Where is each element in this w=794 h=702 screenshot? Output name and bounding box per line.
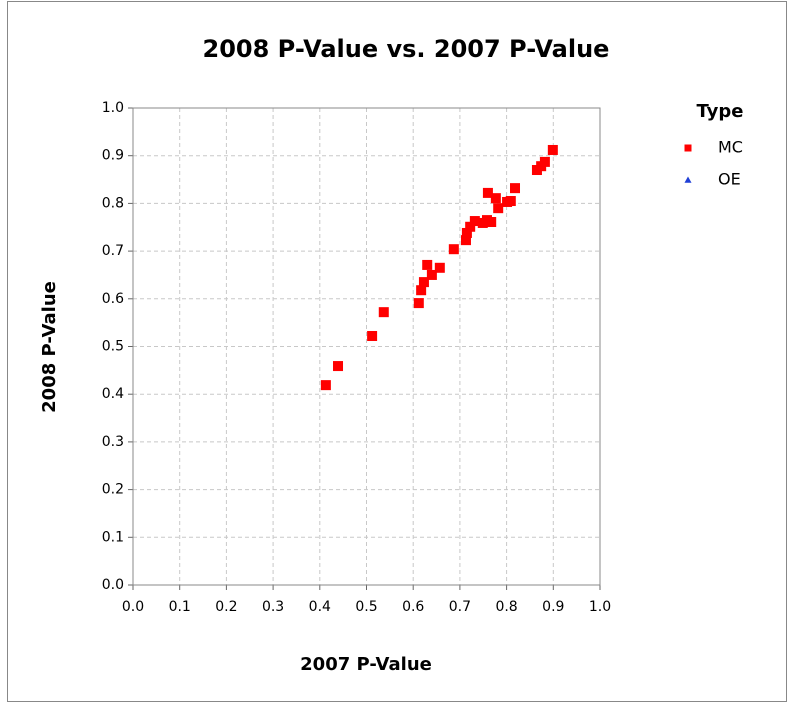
point xyxy=(460,235,471,246)
point xyxy=(367,331,378,342)
x-tick-label: 0.7 xyxy=(449,599,471,615)
legend-marker xyxy=(684,176,692,183)
point xyxy=(469,216,480,227)
point xyxy=(539,156,550,167)
y-tick-label: 0.0 xyxy=(102,577,124,593)
point xyxy=(493,203,504,214)
x-tick-label: 0.2 xyxy=(215,599,237,615)
y-tick-label: 0.5 xyxy=(102,339,124,355)
x-tick-label: 0.3 xyxy=(262,599,284,615)
legend-label: MC xyxy=(718,138,743,157)
point xyxy=(505,196,516,207)
x-tick-label: 0.1 xyxy=(169,599,191,615)
point xyxy=(482,187,493,198)
point xyxy=(320,380,331,391)
x-tick-label: 0.0 xyxy=(122,599,144,615)
y-tick-label: 0.4 xyxy=(102,386,124,402)
point xyxy=(461,227,472,238)
y-tick-label: 0.6 xyxy=(102,291,124,307)
y-tick-label: 0.3 xyxy=(102,434,124,450)
x-tick-label: 0.5 xyxy=(355,599,377,615)
y-tick-label: 0.9 xyxy=(102,148,124,164)
point xyxy=(486,217,497,228)
y-tick-label: 0.1 xyxy=(102,529,124,545)
point xyxy=(422,259,433,270)
point xyxy=(416,285,427,296)
legend-label: OE xyxy=(718,170,741,189)
x-tick-label: 0.9 xyxy=(542,599,564,615)
frame xyxy=(7,1,787,702)
point xyxy=(413,298,424,309)
x-tick-label: 0.4 xyxy=(309,599,331,615)
y-tick-label: 0.7 xyxy=(102,243,124,259)
x-tick-label: 1.0 xyxy=(589,599,611,615)
plot-border xyxy=(132,107,601,586)
point xyxy=(465,221,476,232)
point xyxy=(547,144,558,155)
x-axis-label: 2007 P-Value xyxy=(300,654,432,675)
point xyxy=(378,307,389,318)
chart-title: 2008 P-Value vs. 2007 P-Value xyxy=(203,35,610,63)
x-tick-label: 0.6 xyxy=(402,599,424,615)
point xyxy=(490,193,501,204)
point xyxy=(510,183,521,194)
y-tick-label: 1.0 xyxy=(102,100,124,116)
y-tick-label: 0.2 xyxy=(102,482,124,498)
y-axis-label: 2008 P-Value xyxy=(39,281,60,413)
legend-title: Type xyxy=(697,101,744,122)
point xyxy=(448,244,459,255)
point xyxy=(418,277,429,288)
y-tick-label: 0.8 xyxy=(102,195,124,211)
legend-marker xyxy=(684,144,692,152)
point xyxy=(426,269,437,280)
point xyxy=(333,361,344,372)
x-tick-label: 0.8 xyxy=(495,599,517,615)
point xyxy=(434,262,445,273)
